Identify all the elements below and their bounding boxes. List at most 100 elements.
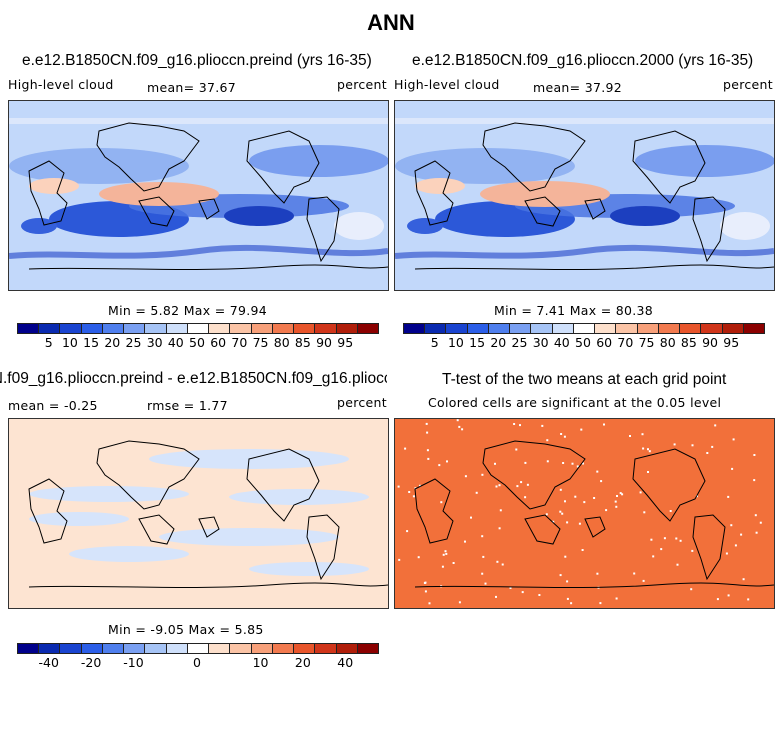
nonsignificant-cell	[564, 500, 566, 503]
nonsignificant-cell	[470, 516, 472, 519]
colorbar-swatch	[209, 644, 231, 653]
colorbar-swatch	[102, 644, 125, 653]
nonsignificant-cell	[714, 424, 717, 427]
nonsignificant-cell	[461, 428, 464, 431]
colorbar-swatch	[531, 324, 553, 333]
nonsignificant-cell	[438, 464, 441, 467]
figure-title: ANN	[367, 10, 415, 35]
colorbar-swatch	[39, 644, 61, 653]
colorbar-tick-label: 10	[252, 655, 269, 670]
colorbar-swatch	[81, 324, 103, 333]
colorbar-swatch	[552, 324, 574, 333]
colorbar-tick-label: 15	[83, 335, 100, 350]
colorbar-swatch	[658, 324, 681, 333]
nonsignificant-cell	[574, 495, 577, 498]
colorbar-tick-label: 30	[146, 335, 163, 350]
panel1-colorbar	[17, 323, 379, 334]
panel3-colorbar	[17, 643, 379, 654]
colorbar-swatch	[637, 324, 659, 333]
colorbar-swatch	[60, 644, 82, 653]
nonsignificant-cell	[559, 574, 562, 577]
nonsignificant-cell	[516, 485, 519, 488]
nonsignificant-cell	[482, 555, 485, 558]
nonsignificant-cell	[446, 460, 448, 463]
nonsignificant-cell	[571, 462, 574, 465]
colorbar-swatch	[357, 644, 378, 653]
nonsignificant-cell	[676, 563, 679, 566]
colorbar-tick-label: -10	[123, 655, 144, 670]
panel1-variable: High-level cloud	[8, 77, 114, 92]
nonsignificant-cell	[538, 594, 541, 596]
colorbar-swatch	[357, 324, 378, 333]
nonsignificant-cell	[619, 492, 622, 495]
nonsignificant-cell	[524, 496, 527, 499]
nonsignificant-cell	[498, 527, 501, 530]
nonsignificant-cell	[419, 484, 421, 487]
nonsignificant-cell	[397, 485, 400, 488]
colorbar-swatch	[230, 644, 252, 653]
panel2-variable: High-level cloud	[394, 77, 500, 92]
colorbar-swatch	[18, 324, 40, 333]
nonsignificant-cell	[561, 512, 564, 515]
colorbar-tick-label: 75	[252, 335, 269, 350]
nonsignificant-cell	[669, 510, 672, 512]
panel3-title-clip: e.e12.B1850CN.f09_g16.plioccn.preind - e…	[0, 370, 387, 392]
nonsignificant-cell	[621, 493, 624, 496]
colorbar-swatch	[18, 644, 40, 653]
colorbar-swatch	[701, 324, 723, 333]
colorbar-swatch	[488, 324, 511, 333]
colorbar-swatch	[680, 324, 702, 333]
colorbar-tick-label: 70	[231, 335, 248, 350]
colorbar-tick-label: 70	[617, 335, 634, 350]
nonsignificant-cell	[759, 521, 762, 524]
colorbar-swatch	[336, 324, 358, 333]
nonsignificant-cell	[732, 438, 735, 441]
colorbar-tick-label: 80	[273, 335, 290, 350]
colorbar-tick-label: 90	[702, 335, 718, 350]
nonsignificant-cell	[706, 452, 709, 454]
nonsignificant-cell	[650, 538, 653, 541]
colorbar-tick-label: 50	[189, 335, 205, 350]
nonsignificant-cell	[639, 491, 642, 494]
panel2-colorbar-labels: 5 10 15 20 25 30 40 50 60 70 75 80 85 90 95	[403, 335, 763, 351]
nonsignificant-cell	[576, 465, 579, 468]
colorbar-swatch	[60, 324, 82, 333]
panel4-subtitle: Colored cells are significant at the 0.0…	[428, 395, 722, 410]
panel3-title: e.e12.B1850CN.f09_g16.plioccn.preind - e…	[0, 370, 387, 387]
nonsignificant-cell	[425, 422, 428, 425]
colorbar-swatch	[595, 324, 617, 333]
nonsignificant-cell	[408, 491, 411, 493]
nonsignificant-cell	[742, 578, 745, 581]
nonsignificant-cell	[501, 563, 504, 566]
nonsignificant-cell	[616, 495, 618, 497]
nonsignificant-cell	[427, 457, 430, 460]
nonsignificant-cell	[452, 562, 455, 564]
nonsignificant-cell	[404, 447, 407, 450]
colorbar-swatch	[425, 324, 447, 333]
colorbar-tick-label: 40	[167, 335, 184, 350]
colorbar-tick-label: 30	[532, 335, 549, 350]
nonsignificant-cell	[559, 510, 562, 513]
colorbar-tick-label: 10	[61, 335, 78, 350]
nonsignificant-cell	[519, 424, 521, 427]
nonsignificant-cell	[513, 423, 516, 425]
nonsignificant-cell	[600, 480, 603, 483]
nonsignificant-cell	[484, 582, 487, 585]
nonsignificant-cell	[740, 533, 743, 536]
nonsignificant-cell	[566, 580, 569, 583]
colorbar-swatch	[573, 324, 596, 333]
colorbar-tick-label: 95	[723, 335, 740, 350]
colorbar-swatch	[315, 644, 337, 653]
colorbar-tick-label: 60	[596, 335, 613, 350]
nonsignificant-cell	[509, 586, 512, 589]
colorbar-tick-label: -40	[38, 655, 59, 670]
nonsignificant-cell	[566, 521, 569, 524]
panel3-map	[8, 418, 389, 609]
panel3-rmse: rmse = 1.77	[147, 398, 228, 413]
colorbar-tick-label: 50	[575, 335, 591, 350]
colorbar-swatch	[272, 644, 295, 653]
colorbar-swatch	[145, 644, 167, 653]
nonsignificant-cell	[581, 549, 584, 551]
nonsignificant-cell	[596, 572, 599, 575]
nonsignificant-cell	[560, 433, 563, 435]
